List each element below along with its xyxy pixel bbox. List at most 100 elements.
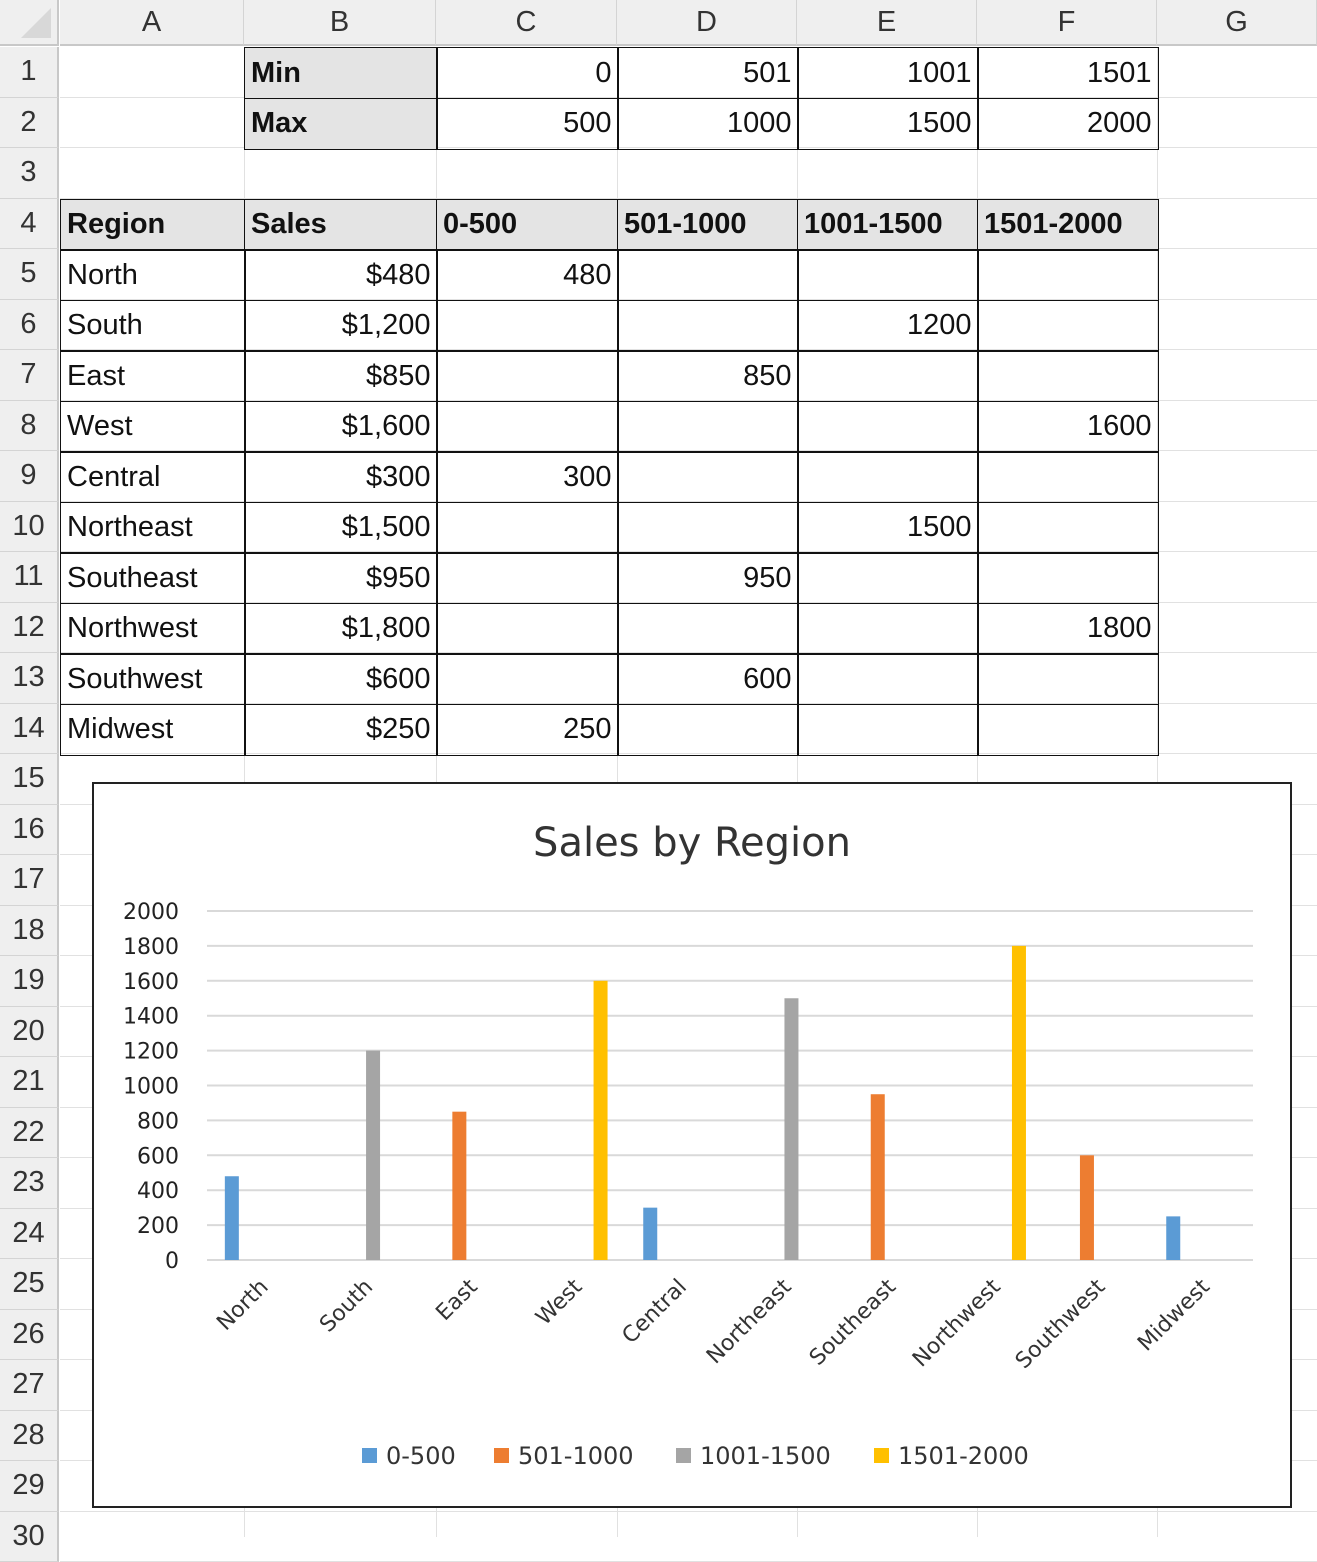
cell-value[interactable] bbox=[436, 653, 619, 705]
cell-value[interactable] bbox=[617, 249, 799, 301]
cell-value[interactable]: 1600 bbox=[977, 401, 1159, 453]
row-header-1[interactable]: 1 bbox=[0, 47, 59, 98]
row-header-21[interactable]: 21 bbox=[0, 1057, 59, 1108]
row-header-19[interactable]: 19 bbox=[0, 956, 59, 1007]
cell-value[interactable] bbox=[797, 401, 979, 453]
row-header-27[interactable]: 27 bbox=[0, 1360, 59, 1411]
row-header-9[interactable]: 9 bbox=[0, 451, 59, 502]
cell-value[interactable]: $600 bbox=[244, 653, 438, 705]
cell-value[interactable] bbox=[977, 300, 1159, 352]
cell-value[interactable] bbox=[797, 552, 979, 604]
row-header-29[interactable]: 29 bbox=[0, 1461, 59, 1512]
column-header-b[interactable]: B bbox=[244, 0, 436, 46]
cell-min-value[interactable]: 1001 bbox=[797, 47, 979, 99]
cell-region[interactable]: South bbox=[60, 300, 246, 352]
row-header-12[interactable]: 12 bbox=[0, 603, 59, 654]
cell-value[interactable]: $1,500 bbox=[244, 502, 438, 554]
row-header-2[interactable]: 2 bbox=[0, 98, 59, 149]
cell-value[interactable] bbox=[797, 603, 979, 655]
table-header-cell[interactable]: 1001-1500 bbox=[797, 199, 979, 251]
row-header-7[interactable]: 7 bbox=[0, 350, 59, 401]
cell-value[interactable]: $850 bbox=[244, 350, 438, 402]
row-header-10[interactable]: 10 bbox=[0, 502, 59, 553]
row-header-20[interactable]: 20 bbox=[0, 1007, 59, 1058]
table-header-cell[interactable]: Region bbox=[60, 199, 246, 251]
table-header-cell[interactable]: 0-500 bbox=[436, 199, 619, 251]
row-header-22[interactable]: 22 bbox=[0, 1108, 59, 1159]
cell-value[interactable] bbox=[977, 451, 1159, 503]
cell-region[interactable]: Northwest bbox=[60, 603, 246, 655]
column-header-g[interactable]: G bbox=[1157, 0, 1317, 46]
row-header-15[interactable]: 15 bbox=[0, 754, 59, 805]
cell-region[interactable]: West bbox=[60, 401, 246, 453]
cell-value[interactable] bbox=[617, 451, 799, 503]
cell-value[interactable] bbox=[797, 451, 979, 503]
cell-value[interactable]: $1,600 bbox=[244, 401, 438, 453]
cell-region[interactable]: Northeast bbox=[60, 502, 246, 554]
row-header-18[interactable]: 18 bbox=[0, 906, 59, 957]
cell-region[interactable]: North bbox=[60, 249, 246, 301]
row-header-3[interactable]: 3 bbox=[0, 148, 59, 199]
row-header-4[interactable]: 4 bbox=[0, 199, 59, 250]
cell-value[interactable]: 480 bbox=[436, 249, 619, 301]
cell-value[interactable] bbox=[977, 249, 1159, 301]
row-header-25[interactable]: 25 bbox=[0, 1259, 59, 1310]
row-header-26[interactable]: 26 bbox=[0, 1310, 59, 1361]
cell-value[interactable]: 950 bbox=[617, 552, 799, 604]
cell-min-value[interactable]: 0 bbox=[436, 47, 619, 99]
cell-value[interactable] bbox=[617, 704, 799, 756]
cell-value[interactable] bbox=[436, 603, 619, 655]
column-header-e[interactable]: E bbox=[797, 0, 977, 46]
row-header-8[interactable]: 8 bbox=[0, 401, 59, 452]
cell-value[interactable] bbox=[977, 552, 1159, 604]
cell-value[interactable]: 600 bbox=[617, 653, 799, 705]
column-header-f[interactable]: F bbox=[977, 0, 1157, 46]
cell-value[interactable]: $250 bbox=[244, 704, 438, 756]
cell-value[interactable] bbox=[436, 300, 619, 352]
cell-max-label[interactable]: Max bbox=[244, 98, 438, 150]
cell-value[interactable] bbox=[797, 249, 979, 301]
select-all-button[interactable] bbox=[0, 0, 59, 46]
row-header-28[interactable]: 28 bbox=[0, 1411, 59, 1462]
row-header-16[interactable]: 16 bbox=[0, 805, 59, 856]
cell-value[interactable]: $950 bbox=[244, 552, 438, 604]
row-header-17[interactable]: 17 bbox=[0, 855, 59, 906]
cell-region[interactable]: East bbox=[60, 350, 246, 402]
cell-value[interactable] bbox=[977, 653, 1159, 705]
cell-max-value[interactable]: 500 bbox=[436, 98, 619, 150]
cell-value[interactable] bbox=[436, 350, 619, 402]
cell-value[interactable]: $1,800 bbox=[244, 603, 438, 655]
cell-min-value[interactable]: 1501 bbox=[977, 47, 1159, 99]
table-header-cell[interactable]: 501-1000 bbox=[617, 199, 799, 251]
table-header-cell[interactable]: 1501-2000 bbox=[977, 199, 1159, 251]
cell-value[interactable] bbox=[617, 401, 799, 453]
cell-value[interactable] bbox=[797, 704, 979, 756]
cell-value[interactable] bbox=[797, 350, 979, 402]
row-header-24[interactable]: 24 bbox=[0, 1209, 59, 1260]
cell-value[interactable]: $480 bbox=[244, 249, 438, 301]
cell-value[interactable] bbox=[977, 704, 1159, 756]
cell-region[interactable]: Midwest bbox=[60, 704, 246, 756]
cell-value[interactable]: $300 bbox=[244, 451, 438, 503]
column-header-a[interactable]: A bbox=[60, 0, 244, 46]
row-header-14[interactable]: 14 bbox=[0, 704, 59, 755]
cell-region[interactable]: Central bbox=[60, 451, 246, 503]
cell-value[interactable] bbox=[436, 401, 619, 453]
row-header-11[interactable]: 11 bbox=[0, 552, 59, 603]
cell-min-value[interactable]: 501 bbox=[617, 47, 799, 99]
column-header-d[interactable]: D bbox=[617, 0, 797, 46]
row-header-6[interactable]: 6 bbox=[0, 300, 59, 351]
table-header-cell[interactable]: Sales bbox=[244, 199, 438, 251]
cell-max-value[interactable]: 2000 bbox=[977, 98, 1159, 150]
cell-min-label[interactable]: Min bbox=[244, 47, 438, 99]
cell-value[interactable] bbox=[617, 300, 799, 352]
cell-max-value[interactable]: 1500 bbox=[797, 98, 979, 150]
cell-region[interactable]: Southeast bbox=[60, 552, 246, 604]
cell-value[interactable]: 850 bbox=[617, 350, 799, 402]
cell-value[interactable]: 1500 bbox=[797, 502, 979, 554]
row-header-23[interactable]: 23 bbox=[0, 1158, 59, 1209]
cell-value[interactable]: 250 bbox=[436, 704, 619, 756]
row-header-30[interactable]: 30 bbox=[0, 1512, 59, 1562]
cell-value[interactable]: 1800 bbox=[977, 603, 1159, 655]
